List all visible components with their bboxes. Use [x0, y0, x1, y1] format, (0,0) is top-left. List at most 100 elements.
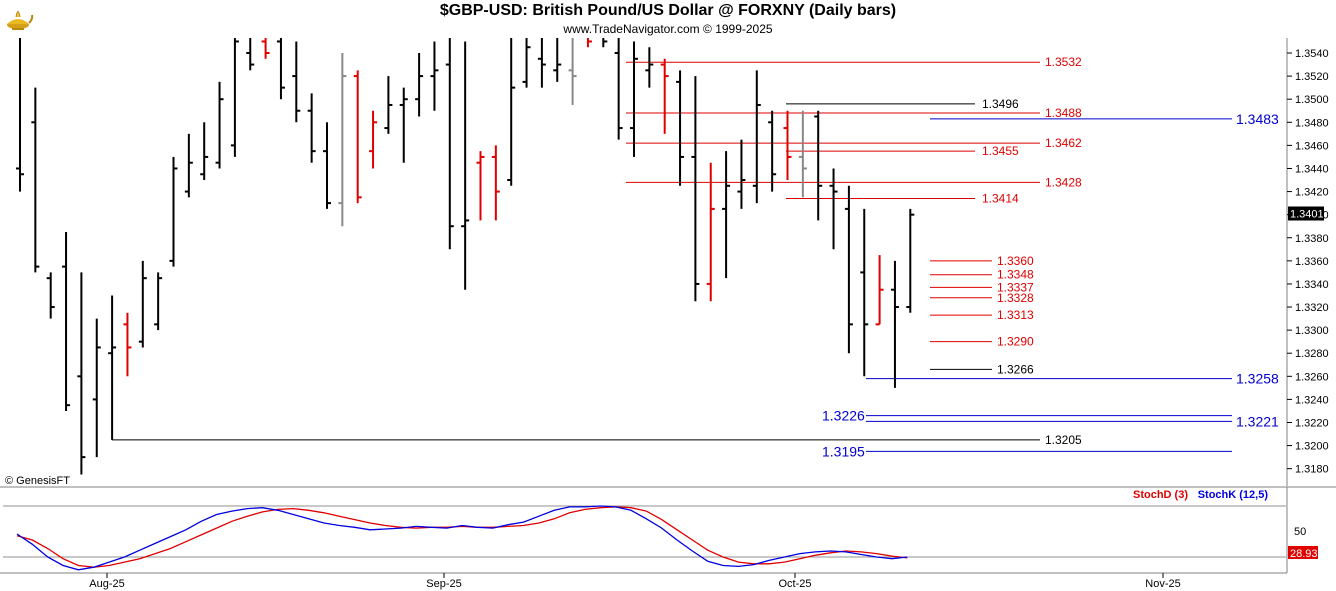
level-label: 1.3348: [997, 268, 1034, 282]
ohlc-bar: [138, 260, 147, 348]
ohlc-bar: [522, 38, 531, 88]
ohlc-bar: [906, 208, 915, 313]
ohlc-bar: [92, 318, 101, 458]
level-label: 1.3328: [997, 291, 1034, 305]
time-tick-label: Sep-25: [426, 578, 461, 590]
level-line: 1.3266: [930, 362, 1034, 376]
level-label: 1.3205: [1045, 433, 1082, 447]
ohlc-bar: [783, 110, 792, 181]
ohlc-bar: [645, 47, 654, 88]
level-line: 1.3313: [930, 308, 1034, 322]
ohlc-bar: [660, 58, 669, 134]
price-tick-label: 1.3520: [1295, 71, 1329, 83]
ohlc-bar: [844, 185, 853, 354]
price-tick-label: 1.3200: [1295, 441, 1329, 453]
time-tick-label: Aug-25: [89, 578, 124, 590]
ohlc-bar: [614, 38, 623, 140]
level-label: 1.3337: [997, 280, 1034, 294]
level-line: 1.3348: [930, 268, 1034, 282]
ohlc-bar: [338, 53, 347, 227]
ohlc-bar: [276, 38, 285, 100]
ohlc-bar: [537, 38, 546, 88]
level-label: 1.3414: [982, 191, 1019, 205]
chart-title: $GBP-USD: British Pound/US Dollar @ FORX…: [439, 2, 897, 19]
price-tick-label: 1.3540: [1295, 48, 1329, 60]
ohlc-bar: [829, 168, 838, 250]
ohlc-bars: [16, 38, 915, 475]
ohlc-bar: [586, 38, 592, 48]
level-label: 1.3266: [997, 362, 1034, 376]
level-lines: 1.3532 1.3496 1.3488 1.3483 1.3462 1.3455 1.34…: [112, 55, 1279, 459]
level-label: 1.3290: [997, 335, 1034, 349]
price-tick-label: 1.3380: [1295, 233, 1329, 245]
ohlc-bar: [768, 110, 777, 192]
ohlc-bar: [77, 272, 86, 475]
time-tick-label: Nov-25: [1145, 578, 1180, 590]
ohlc-bar: [323, 122, 331, 209]
ohlc-bar: [246, 38, 255, 71]
price-tick-label: 1.3260: [1295, 371, 1329, 383]
ohlc-bar: [399, 87, 408, 163]
price-tick-label: 1.3420: [1295, 187, 1329, 199]
price-tick-label: 1.3320: [1295, 302, 1329, 314]
ohlc-bar: [461, 41, 470, 290]
level-label: 1.3428: [1045, 175, 1082, 189]
ohlc-bar: [31, 87, 40, 273]
level-line: 1.3221: [866, 413, 1279, 429]
ohlc-bar: [752, 70, 761, 204]
ohlc-bar: [430, 41, 439, 111]
ohlc-bar: [46, 272, 55, 319]
ohlc-bar: [553, 38, 562, 82]
price-tick-label: 1.3220: [1295, 417, 1329, 429]
price-tick-label: 1.3480: [1295, 117, 1329, 129]
time-axis: Aug-25 Sep-25 Oct-25 Nov-25: [89, 573, 1181, 590]
ohlc-bar: [491, 145, 500, 221]
price-panel: 1.3532 1.3496 1.3488 1.3483 1.3462 1.3455 1.34…: [3, 38, 1329, 487]
price-tick-label: 1.3180: [1295, 464, 1329, 476]
ohlc-bar: [737, 139, 746, 209]
stoch-k-legend: StochK (12,5): [1198, 489, 1269, 501]
level-label: 1.3496: [982, 97, 1019, 111]
ohlc-bar: [860, 208, 869, 377]
stoch-last-label: 28.93: [1290, 548, 1318, 560]
level-label: 1.3455: [982, 144, 1019, 158]
level-label: 1.3226: [822, 408, 865, 424]
ohlc-bar: [798, 110, 807, 198]
ohlc-bar: [445, 38, 454, 250]
price-plot-area: [3, 38, 1286, 486]
stoch-d-legend: StochD (3): [1133, 489, 1188, 501]
ohlc-bar: [123, 312, 132, 377]
ohlc-bar: [476, 151, 485, 221]
ohlc-bar: [292, 41, 301, 123]
ohlc-bar: [706, 162, 715, 302]
price-tick-label: 1.3500: [1295, 94, 1329, 106]
ohlc-bar: [507, 38, 516, 186]
level-label: 1.3532: [1045, 55, 1082, 69]
ohlc-bar: [200, 122, 209, 181]
last-price-box: [1288, 206, 1324, 221]
level-line: 1.3258: [866, 371, 1279, 387]
level-line: 1.3360: [930, 254, 1034, 268]
ohlc-bar: [230, 38, 239, 157]
stoch-series-line: [16, 506, 908, 568]
level-label: 1.3195: [822, 443, 865, 459]
price-tick-label: 1.3240: [1295, 394, 1329, 406]
ohlc-bar: [215, 81, 224, 169]
level-line: 1.3483: [930, 111, 1279, 127]
ohlc-bar: [169, 156, 178, 267]
ohlc-bar: [568, 38, 577, 105]
price-tick-label: 1.3440: [1295, 163, 1329, 175]
ohlc-bar: [875, 255, 884, 326]
price-tick-label: 1.3280: [1295, 348, 1329, 360]
level-line: 1.3328: [930, 291, 1034, 305]
level-label: 1.3488: [1045, 106, 1082, 120]
ohlc-bar: [108, 295, 117, 440]
ohlc-bar: [890, 260, 899, 388]
price-tick-label: 1.3300: [1295, 325, 1329, 337]
stoch-tick-50: 50: [1294, 526, 1306, 538]
chart-subtitle: www.TradeNavigator.com © 1999-2025: [563, 22, 773, 36]
price-tick-label: 1.3340: [1295, 279, 1329, 291]
time-tick-label: Oct-25: [778, 578, 811, 590]
ohlc-bar: [384, 76, 393, 134]
stoch-series-line: [16, 505, 908, 571]
